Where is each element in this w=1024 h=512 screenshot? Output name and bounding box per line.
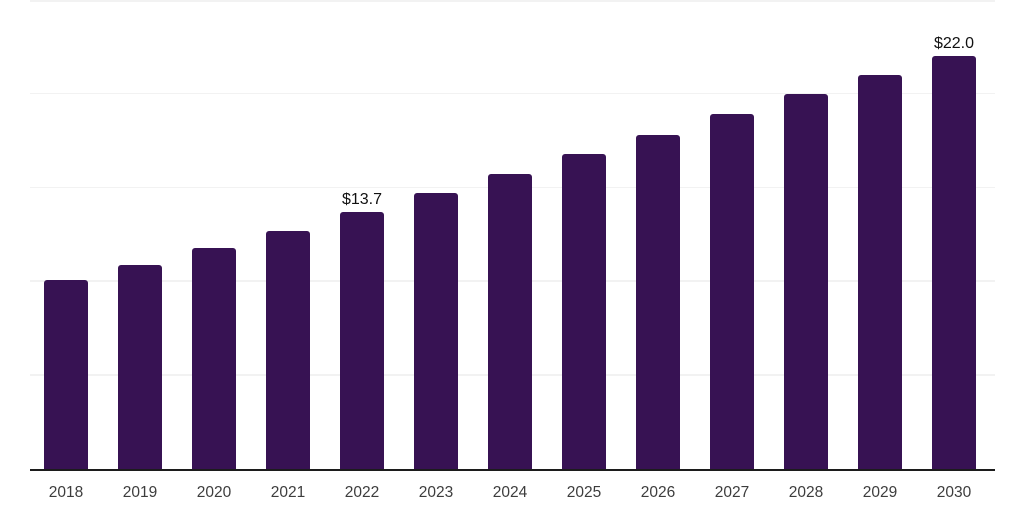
bar-2029 — [858, 75, 902, 469]
x-axis-label-2025: 2025 — [566, 484, 602, 501]
x-axis-label-2018: 2018 — [48, 484, 84, 501]
bar-2024 — [488, 174, 532, 469]
x-axis-label-2019: 2019 — [122, 484, 158, 501]
x-axis-label-2020: 2020 — [196, 484, 232, 501]
bar-2026 — [636, 135, 680, 469]
gridline-25 — [30, 0, 995, 2]
bar-2019 — [118, 264, 162, 469]
x-axis-label-2024: 2024 — [492, 484, 528, 501]
bar-2028 — [784, 93, 828, 469]
gridline-20 — [30, 92, 995, 95]
bar-2018 — [44, 279, 88, 469]
x-axis-label-2021: 2021 — [270, 484, 306, 501]
value-label-2022: $13.7 — [341, 190, 383, 208]
bar-2025 — [562, 153, 606, 469]
x-axis-label-2028: 2028 — [788, 484, 824, 501]
x-axis-label-2026: 2026 — [640, 484, 676, 501]
x-axis-label-2022: 2022 — [344, 484, 380, 501]
bar-2030 — [932, 56, 976, 469]
bar-2023 — [414, 193, 458, 469]
bar-2027 — [710, 114, 754, 469]
bar-2020 — [192, 247, 236, 469]
bar-2021 — [266, 230, 310, 469]
x-axis-line — [30, 469, 995, 471]
x-axis-label-2027: 2027 — [714, 484, 750, 501]
x-axis-label-2030: 2030 — [936, 484, 972, 501]
x-axis-label-2023: 2023 — [418, 484, 454, 501]
value-label-2030: $22.0 — [933, 35, 975, 53]
bar-2022 — [340, 211, 384, 469]
x-axis-label-2029: 2029 — [862, 484, 898, 501]
